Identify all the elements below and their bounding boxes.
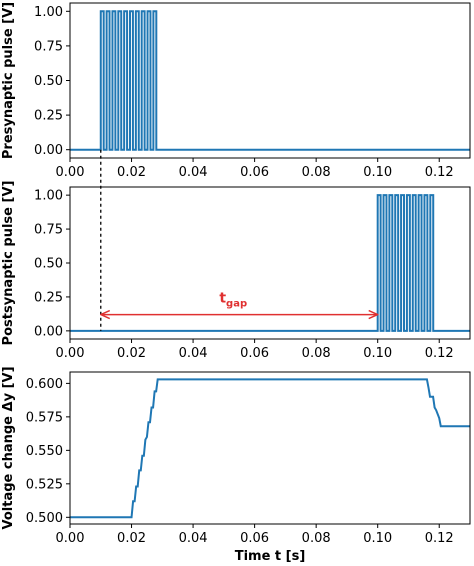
y-tick-label: 0.00 [34, 143, 63, 158]
y-tick-label: 0.500 [26, 511, 63, 526]
x-tick-label: 0.12 [425, 165, 454, 180]
presynaptic-panel: 0.00 0.02 0.04 0.06 0.08 0.10 0.12 0.00 0.25 0.50… [1, 2, 471, 180]
x-axis-label: Time t [s] [235, 549, 306, 564]
y-tick-label: 0.525 [26, 477, 63, 492]
y-tick-label: 1.00 [34, 5, 63, 20]
tgap-label-sub: gap [226, 299, 247, 310]
y-tick-label: 0.25 [34, 290, 63, 305]
x-tick-label: 0.04 [179, 346, 208, 361]
x-tick-label: 0.12 [425, 346, 454, 361]
x-tick-label: 0.00 [56, 531, 85, 546]
y-tick-label: 0.00 [34, 324, 63, 339]
y-axis-label: Postsynaptic pulse [V] [1, 181, 16, 346]
y-tick-label: 1.00 [34, 189, 63, 204]
x-tick-label: 0.06 [240, 346, 269, 361]
y-tick-label: 0.575 [26, 410, 63, 425]
y-tick-label: 0.550 [26, 444, 63, 459]
series-line-0 [70, 10, 470, 151]
y-tick-label: 0.50 [34, 74, 63, 89]
x-tick-label: 0.02 [117, 531, 146, 546]
y-tick-label: 0.75 [34, 223, 63, 238]
x-tick-label: 0.10 [363, 531, 392, 546]
x-tick-label: 0.06 [240, 531, 269, 546]
x-tick-label: 0.12 [425, 531, 454, 546]
annotation-layer: tgap [101, 149, 378, 331]
plot-frame [69, 371, 471, 525]
x-tick-label: 0.08 [302, 346, 331, 361]
series-line-0 [70, 378, 470, 519]
x-tick-label: 0.02 [117, 165, 146, 180]
x-tick-label: 0.00 [56, 165, 85, 180]
x-tick-label: 0.08 [302, 531, 331, 546]
x-tick-label: 0.10 [363, 165, 392, 180]
y-tick-label: 0.25 [34, 109, 63, 124]
x-tick-label: 0.08 [302, 165, 331, 180]
x-tick-label: 0.00 [56, 346, 85, 361]
x-tick-label: 0.02 [117, 346, 146, 361]
y-tick-label: 0.600 [26, 377, 63, 392]
voltage-change-panel: 0.00 0.02 0.04 0.06 0.08 0.10 0.12 0.500 0.525 0.… [1, 366, 471, 564]
x-tick-label: 0.04 [179, 165, 208, 180]
y-axis-label: Presynaptic pulse [V] [1, 2, 16, 159]
series-line-0 [70, 194, 470, 332]
x-tick-label: 0.10 [363, 346, 392, 361]
y-tick-label: 0.50 [34, 257, 63, 272]
y-axis-label: Voltage change Δy [V] [1, 366, 16, 529]
postsynaptic-panel: 0.00 0.02 0.04 0.06 0.08 0.10 0.12 0.00 0.25 0.50… [1, 181, 471, 361]
tgap-label: tgap [219, 291, 247, 310]
y-tick-label: 0.75 [34, 39, 63, 54]
x-tick-label: 0.04 [179, 531, 208, 546]
x-tick-label: 0.06 [240, 165, 269, 180]
tgap-label-main: t [219, 291, 226, 307]
